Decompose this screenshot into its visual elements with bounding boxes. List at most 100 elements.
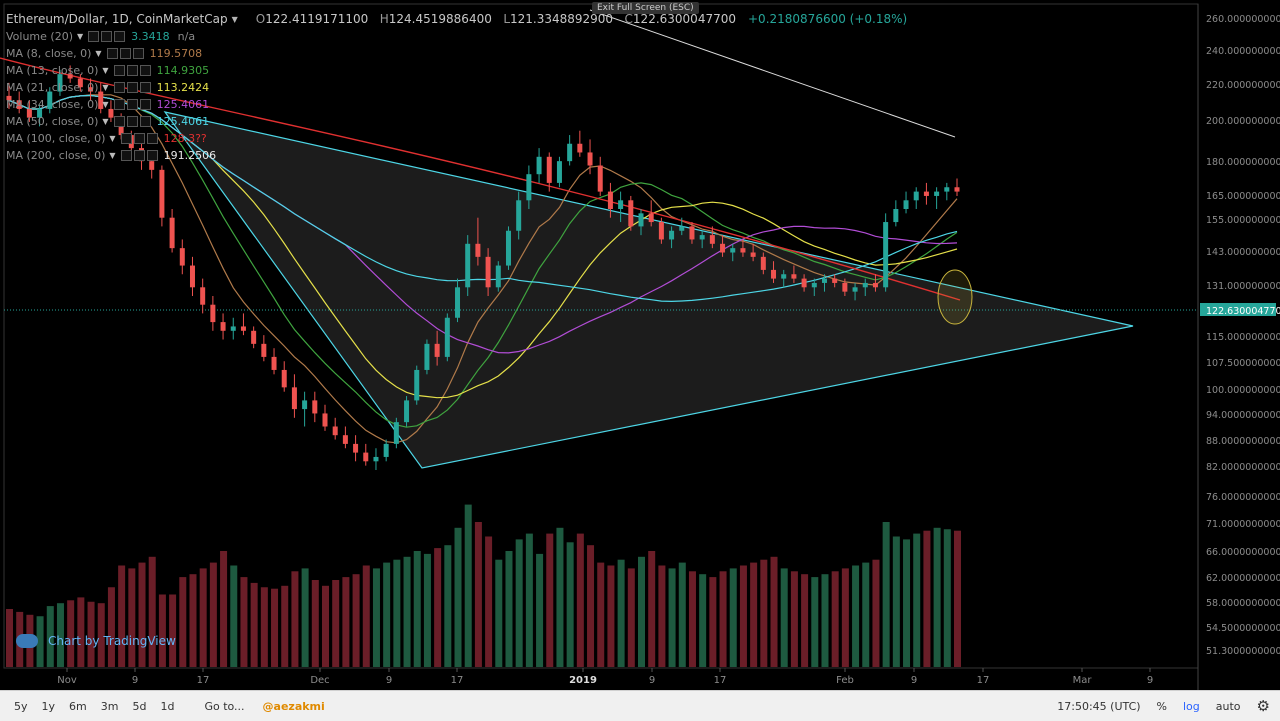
- chevron-down-icon[interactable]: ▼: [109, 151, 116, 160]
- auto-toggle[interactable]: auto: [1215, 699, 1241, 713]
- indicator-row[interactable]: MA (34, close, 0) ▼ 125.4061: [6, 96, 216, 113]
- chevron-down-icon[interactable]: ▼: [102, 117, 109, 126]
- close-value: 122.6300047700: [632, 12, 736, 26]
- indicator-name: MA (50, close, 0): [6, 115, 99, 128]
- settings-icon[interactable]: [133, 133, 145, 144]
- candle-body: [230, 326, 236, 331]
- price-chart[interactable]: 260.0000000000 240.0000000000 220.00000000…: [0, 0, 1280, 690]
- symbol-caret-icon[interactable]: ▼: [231, 14, 238, 24]
- price-tick-label: 82.0000000000: [1206, 462, 1280, 473]
- exit-fullscreen-button[interactable]: Exit Full Screen (ESC): [592, 2, 699, 14]
- chevron-down-icon[interactable]: ▼: [109, 134, 116, 143]
- volume-bar: [332, 580, 340, 667]
- candle-body: [261, 343, 267, 357]
- close-icon[interactable]: [146, 150, 158, 161]
- range-6m-button[interactable]: 6m: [69, 699, 87, 713]
- indicator-row[interactable]: MA (13, close, 0) ▼ 114.9305: [6, 62, 216, 79]
- volume-bar: [322, 585, 329, 667]
- indicator-row[interactable]: MA (50, close, 0) ▼ 125.4061: [6, 113, 216, 130]
- candle-body: [638, 213, 644, 227]
- volume-bar: [107, 587, 115, 667]
- symbol-title[interactable]: Ethereum/Dollar, 1D, CoinMarketCap: [6, 12, 228, 26]
- tradingview-branding[interactable]: Chart by TradingView: [16, 634, 176, 648]
- gear-icon[interactable]: ⚙: [1256, 697, 1270, 715]
- eye-icon[interactable]: [88, 31, 100, 42]
- volume-bar: [403, 556, 411, 667]
- eye-icon[interactable]: [120, 133, 132, 144]
- indicator-value: 119.5708: [149, 47, 203, 60]
- settings-icon[interactable]: [126, 82, 138, 93]
- candle-body: [852, 287, 858, 292]
- settings-icon[interactable]: [126, 65, 138, 76]
- x-tick-label: 9: [386, 675, 392, 686]
- eye-icon[interactable]: [113, 99, 125, 110]
- candle-body: [944, 187, 950, 192]
- x-tick-label: 17: [977, 675, 990, 686]
- candle-body: [628, 200, 634, 227]
- indicator-row[interactable]: MA (100, close, 0) ▼ 128.3??: [6, 130, 216, 147]
- volume-bar: [821, 574, 829, 667]
- eye-icon[interactable]: [113, 65, 125, 76]
- candle-body: [434, 343, 440, 357]
- close-icon[interactable]: [139, 82, 151, 93]
- volume-bar: [515, 539, 523, 667]
- volume-bar: [209, 562, 217, 667]
- range-1y-button[interactable]: 1y: [41, 699, 56, 713]
- candle-body: [57, 74, 63, 92]
- volume-bar: [495, 559, 503, 667]
- candle-body: [669, 230, 675, 240]
- eye-icon[interactable]: [113, 82, 125, 93]
- candle-body: [485, 256, 491, 288]
- indicator-row[interactable]: MA (200, close, 0) ▼ 191.2506: [6, 147, 216, 164]
- chevron-down-icon[interactable]: ▼: [102, 100, 109, 109]
- x-tick-label: Mar: [1073, 675, 1093, 686]
- chevron-down-icon[interactable]: ▼: [102, 66, 109, 75]
- settings-icon[interactable]: [133, 150, 145, 161]
- eye-icon[interactable]: [120, 150, 132, 161]
- price-tick-label: 66.0000000000: [1206, 547, 1280, 558]
- chevron-down-icon[interactable]: ▼: [77, 32, 84, 41]
- goto-button[interactable]: Go to...: [204, 699, 245, 713]
- range-3m-button[interactable]: 3m: [100, 699, 119, 713]
- eye-icon[interactable]: [106, 48, 118, 59]
- volume-bar: [423, 553, 431, 667]
- volume-bar: [301, 568, 309, 667]
- indicator-row[interactable]: MA (21, close, 0) ▼ 113.2424: [6, 79, 216, 96]
- volume-bar: [546, 533, 554, 667]
- price-tick-label: 131.0000000000: [1206, 281, 1280, 292]
- percent-toggle[interactable]: %: [1156, 699, 1167, 713]
- close-icon[interactable]: [132, 48, 144, 59]
- candle-body: [475, 243, 481, 257]
- range-5d-button[interactable]: 5d: [132, 699, 147, 713]
- close-icon[interactable]: [139, 99, 151, 110]
- range-5y-button[interactable]: 5y: [14, 699, 28, 713]
- chevron-down-icon[interactable]: ▼: [102, 83, 109, 92]
- close-icon[interactable]: [139, 116, 151, 127]
- chevron-down-icon[interactable]: ▼: [95, 49, 102, 58]
- candle-body: [404, 400, 410, 423]
- close-icon[interactable]: [114, 31, 126, 42]
- indicator-value: 114.9305: [156, 64, 210, 77]
- candle-body: [679, 226, 685, 231]
- candle-body: [648, 213, 654, 223]
- close-icon[interactable]: [146, 133, 158, 144]
- candle-body: [526, 174, 532, 201]
- candle-body: [913, 191, 919, 201]
- candle-body: [516, 200, 522, 231]
- eye-icon[interactable]: [113, 116, 125, 127]
- settings-icon[interactable]: [126, 99, 138, 110]
- settings-icon[interactable]: [126, 116, 138, 127]
- volume-bar: [862, 562, 870, 667]
- log-toggle[interactable]: log: [1183, 699, 1200, 713]
- indicator-row[interactable]: Volume (20) ▼ 3.3418 n/a: [6, 28, 216, 45]
- settings-icon[interactable]: [119, 48, 131, 59]
- volume-bar: [587, 545, 595, 667]
- range-1d-button[interactable]: 1d: [160, 699, 175, 713]
- indicator-value: 128.3??: [163, 132, 207, 145]
- volume-bar: [607, 565, 615, 667]
- indicator-legend: Volume (20) ▼ 3.3418 n/a MA (8, close, 0) ▼ 1…: [6, 28, 216, 164]
- close-icon[interactable]: [139, 65, 151, 76]
- indicator-row[interactable]: MA (8, close, 0) ▼ 119.5708: [6, 45, 216, 62]
- settings-icon[interactable]: [101, 31, 113, 42]
